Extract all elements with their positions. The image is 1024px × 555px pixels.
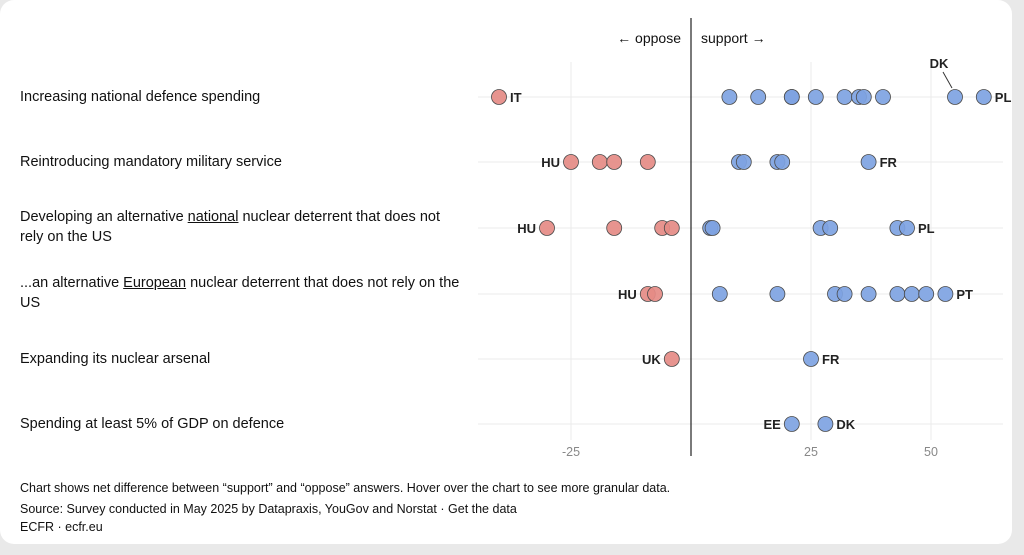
data-point[interactable] <box>539 220 555 236</box>
data-point[interactable] <box>769 286 786 302</box>
data-point[interactable] <box>822 220 839 236</box>
country-label: DK <box>930 56 949 71</box>
country-label: IT <box>510 90 522 105</box>
data-point[interactable] <box>774 154 791 170</box>
data-point[interactable] <box>817 416 834 432</box>
country-label: FR <box>880 155 898 170</box>
row-label: Spending at least 5% of GDP on defence <box>20 414 460 434</box>
country-label: PT <box>956 287 973 302</box>
country-label: EE <box>763 417 781 432</box>
country-label: HU <box>618 287 637 302</box>
row-label: Increasing national defence spending <box>20 87 460 107</box>
data-point[interactable] <box>647 286 663 302</box>
data-point[interactable] <box>975 89 992 105</box>
data-point[interactable] <box>903 286 920 302</box>
row-label-emphasis: European <box>123 275 187 291</box>
credit-line: ECFR · ecfr.eu <box>20 520 103 534</box>
data-point[interactable] <box>750 89 767 105</box>
x-tick-label: 50 <box>924 445 938 459</box>
data-point[interactable] <box>711 286 728 302</box>
country-label: PL <box>918 221 935 236</box>
row-label-text: nuclear deterrent that does not rely on … <box>20 275 460 311</box>
country-label: HU <box>517 221 536 236</box>
row-label: Reintroducing mandatory military service <box>20 152 460 172</box>
country-label: HU <box>541 155 560 170</box>
annotation-leader-line <box>942 71 953 89</box>
data-point[interactable] <box>704 220 721 236</box>
data-point[interactable] <box>663 220 680 236</box>
row-label-text: nuclear deterrent that does not rely on … <box>20 209 440 245</box>
data-point[interactable] <box>860 154 877 170</box>
row-label: Developing an alternative national nucle… <box>20 207 460 247</box>
data-point[interactable] <box>591 154 608 170</box>
country-label: DK <box>836 417 855 432</box>
row-label-text: Spending at least 5% of GDP on defence <box>20 416 285 432</box>
data-point[interactable] <box>606 154 623 170</box>
data-point[interactable] <box>639 154 656 170</box>
data-point[interactable] <box>735 154 752 170</box>
row-label-text: Expanding its nuclear arsenal <box>20 351 211 367</box>
data-point[interactable] <box>721 89 738 105</box>
data-point[interactable] <box>836 89 853 105</box>
row-label-text: ...an alternative <box>20 275 124 291</box>
data-point[interactable] <box>899 220 915 236</box>
data-point[interactable] <box>875 89 891 105</box>
row-label: ...an alternative European nuclear deter… <box>20 273 460 313</box>
row-label-emphasis: national <box>187 209 239 225</box>
data-point[interactable] <box>855 89 872 105</box>
data-point[interactable] <box>918 286 935 302</box>
dot-plot-chart[interactable]: ← oppose support → -25 25 50 IT PL DK HU FR HU PL HU… <box>0 0 1012 470</box>
data-point[interactable] <box>889 286 906 302</box>
data-point[interactable] <box>836 286 853 302</box>
country-label: PL <box>995 90 1012 105</box>
source-line: Source: Survey conducted in May 2025 by … <box>20 502 517 516</box>
data-point[interactable] <box>803 351 819 367</box>
row-label-text: Developing an alternative <box>20 209 188 225</box>
row-label-text: Reintroducing mandatory military service <box>20 154 282 170</box>
chart-note: Chart shows net difference between “supp… <box>20 481 671 495</box>
get-data-link[interactable]: Get the data <box>448 502 517 516</box>
x-tick-label: 25 <box>804 445 818 459</box>
data-point[interactable] <box>563 154 579 170</box>
support-direction-label: support → <box>701 30 766 46</box>
oppose-direction-label: ← oppose <box>617 30 681 46</box>
x-tick-label: -25 <box>562 445 580 459</box>
country-label: UK <box>642 352 661 367</box>
data-point[interactable] <box>783 416 800 432</box>
data-point[interactable] <box>606 220 623 236</box>
data-point[interactable] <box>937 286 954 302</box>
data-point[interactable] <box>947 89 963 105</box>
data-point[interactable] <box>663 351 680 367</box>
data-point[interactable] <box>491 89 507 105</box>
row-label-text: Increasing national defence spending <box>20 89 261 105</box>
data-point[interactable] <box>783 89 800 105</box>
chart-card: ← oppose support → -25 25 50 IT PL DK HU FR HU PL HU… <box>0 0 1012 544</box>
row-label: Expanding its nuclear arsenal <box>20 349 460 369</box>
source-text: Source: Survey conducted in May 2025 by … <box>20 502 449 516</box>
data-point[interactable] <box>807 89 824 105</box>
data-point[interactable] <box>860 286 877 302</box>
country-label: FR <box>822 352 840 367</box>
